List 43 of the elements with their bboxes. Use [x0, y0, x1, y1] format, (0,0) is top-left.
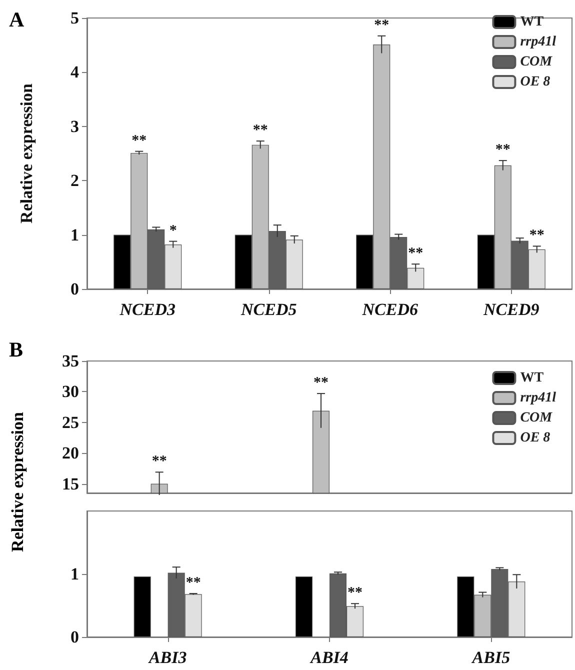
x-tick-label: NCED3	[118, 300, 176, 319]
y-tick-label: 15	[62, 474, 79, 494]
annotation: **	[495, 142, 510, 158]
legend-label: WT	[520, 14, 544, 30]
annotation: **	[408, 246, 424, 262]
y-tick-label: 2	[70, 171, 79, 190]
x-tick-label: ABI4	[310, 648, 348, 667]
annotation: **	[186, 575, 201, 592]
legend-label: rrp41l	[520, 34, 556, 50]
legend-label: OE 8	[520, 74, 550, 90]
y-tick-label: 35	[62, 352, 79, 370]
y-tick-label: 0	[70, 280, 79, 298]
y-tick-label: 0	[70, 628, 79, 646]
annotation: **	[314, 375, 328, 392]
legend-label: rrp41l	[520, 390, 556, 406]
chart-title: B	[9, 338, 24, 362]
y-tick-label: 30	[62, 382, 79, 402]
x-tick-label: NCED6	[361, 300, 418, 319]
y-tick-label: 25	[62, 412, 79, 432]
y-tick-label: 1	[70, 225, 79, 244]
legend-label: COM	[520, 54, 553, 70]
y-tick-label: 20	[62, 444, 79, 463]
chart-title: A	[9, 8, 25, 32]
legend-label: WT	[520, 370, 544, 386]
annotation: **	[348, 585, 362, 602]
x-tick-label: ABI5	[471, 648, 511, 667]
y-tick-label: 4	[70, 62, 80, 82]
annotation: **	[132, 132, 147, 149]
y-axis-title: Relative expression	[17, 83, 36, 224]
y-tick-label: 3	[70, 116, 79, 136]
y-tick-label: 5	[70, 8, 79, 28]
y-tick-label: 1	[70, 564, 79, 584]
legend-label: COM	[520, 410, 553, 426]
y-axis-title: Relative expression	[8, 412, 28, 552]
legend-label: OE 8	[520, 430, 550, 446]
x-tick-label: NCED9	[482, 300, 540, 319]
annotation: **	[152, 454, 167, 470]
annotation: **	[374, 17, 390, 34]
x-tick-label: ABI3	[148, 648, 188, 667]
annotation: **	[529, 228, 544, 244]
annotation: **	[252, 122, 268, 139]
x-tick-label: NCED5	[240, 300, 298, 319]
annotation: *	[169, 222, 177, 239]
